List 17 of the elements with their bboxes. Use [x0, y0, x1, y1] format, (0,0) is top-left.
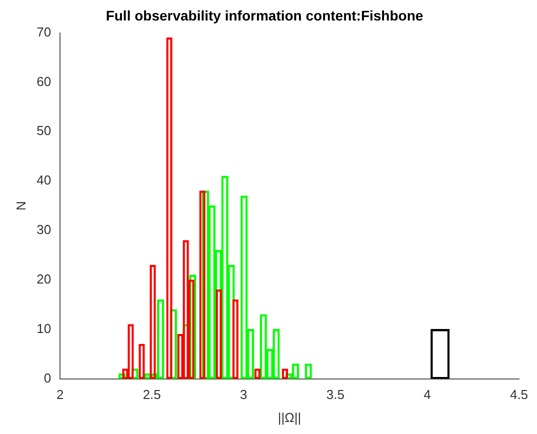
x-tick-label: 3 — [240, 387, 248, 402]
x-tick-label: 2.5 — [142, 387, 161, 402]
y-tick-label: 40 — [36, 172, 52, 188]
y-axis-title: N — [13, 201, 28, 210]
y-tick-label: 50 — [36, 123, 52, 138]
y-tick-label: 10 — [36, 320, 52, 336]
x-tick-label: 4.5 — [510, 387, 528, 402]
chart-title: Full observability information content:Fishbone — [106, 7, 424, 24]
y-tick-label: 70 — [36, 24, 52, 40]
x-tick-label: 4 — [424, 387, 431, 402]
y-tick-label: 0 — [44, 370, 52, 386]
x-tick-label: 3.5 — [326, 387, 344, 402]
x-axis-title: ||Ω|| — [278, 410, 302, 425]
y-tick-label: 20 — [36, 272, 52, 287]
x-tick-label: 2 — [56, 387, 64, 402]
y-tick-label: 30 — [36, 222, 52, 238]
y-tick-label: 60 — [36, 74, 52, 89]
